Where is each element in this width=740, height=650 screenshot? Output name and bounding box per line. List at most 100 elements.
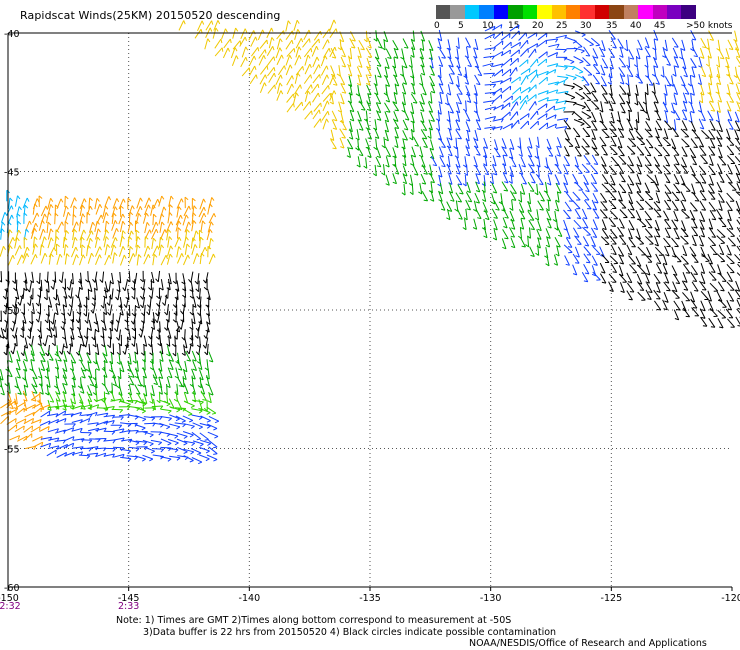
wind-barb [609,93,616,105]
scale-color-swatch [493,5,509,19]
wind-barb [176,206,180,218]
wind-barb-flag [692,243,697,247]
scale-label: 25 [556,21,568,31]
wind-barb [127,430,139,432]
wind-barb [527,32,538,39]
wind-barb [167,236,170,248]
wind-barb-flag [95,412,98,417]
wind-barb-flag [181,253,184,258]
wind-barb [384,111,390,122]
wind-barb [537,220,542,231]
wind-barb-flag [116,228,119,233]
wind-barb-flag [585,190,590,193]
wind-barb [654,174,659,186]
wind-barb-flag [17,392,22,395]
wind-barb [737,263,740,268]
wind-barb [483,164,490,175]
wind-barb-flag [450,199,455,202]
scale-color-swatch [464,5,480,19]
wind-barb-flag [444,102,449,106]
wind-barb [538,76,548,85]
wind-barb-flag [120,369,125,373]
wind-barb-flag [67,211,71,216]
wind-barb [40,436,52,440]
wind-barb [208,446,218,455]
wind-barb [366,57,371,69]
wind-barb-flag [189,460,194,463]
wind-barb [322,92,331,102]
wind-barb-flag [50,198,54,202]
wind-barb [128,374,135,386]
wind-barb [392,101,400,112]
wind-barb [392,118,400,129]
wind-barb-flag [711,236,716,238]
wind-barb [419,146,424,158]
wind-barb [119,271,122,284]
wind-barb-flag [447,172,452,175]
wind-barb [727,318,735,328]
wind-barb-flag [602,201,607,203]
wind-barb-flag [366,108,371,112]
wind-barb-flag [347,74,353,77]
scale-label: >50 knots [686,21,733,31]
wind-barb [103,420,115,424]
wind-barb-flag [43,296,48,301]
wind-barb-flag [374,136,380,139]
wind-barb [128,246,131,258]
wind-barb [681,120,688,131]
wind-barb [48,247,55,258]
wind-barb-flag [648,291,653,293]
wind-barb [582,174,589,185]
wind-barb-flag [161,221,165,226]
wind-barb [438,166,443,178]
wind-barb [662,299,668,311]
wind-barb [46,222,49,234]
wind-barb [48,305,50,317]
wind-barb-flag [17,195,21,200]
wind-barb [681,280,689,291]
wind-barb [420,129,428,140]
wind-barb [340,112,344,124]
wind-barb [192,230,197,242]
wind-barb [118,198,124,210]
wind-barb-flag [565,91,569,96]
wind-barb-flag [291,75,294,80]
wind-barb [584,199,592,210]
wind-barb-flag [54,312,59,316]
wind-barb [599,209,608,219]
wind-barb-flag [512,165,517,168]
wind-barb-flag [530,190,535,192]
wind-barb [304,110,312,120]
wind-barb-flag [473,56,478,59]
wind-barb [158,237,161,249]
wind-barb [23,417,34,425]
wind-barb [197,273,200,285]
wind-barb-flag [564,190,569,194]
wind-barb [293,20,298,31]
wind-barb [680,75,686,87]
wind-barb-flag [635,75,640,79]
wind-barb [16,350,21,362]
wind-barb [618,155,627,165]
wind-barb [267,66,275,77]
wind-barb [664,245,670,257]
wind-barb-flag [186,243,190,248]
wind-barb [340,93,345,105]
wind-barb [63,244,66,256]
wind-barb [206,321,210,333]
wind-barb-flag [709,119,714,121]
wind-barb [24,411,35,418]
wind-barb-flag [153,382,158,386]
wind-barb [144,446,155,452]
wind-barb-flag [72,436,75,441]
wind-barb [54,334,56,346]
wind-barb [466,164,468,176]
wind-barb [198,288,201,300]
wind-barb-flag [126,403,131,407]
wind-barb [103,406,115,409]
wind-barb-flag [155,312,159,317]
wind-barb-flag [674,65,679,68]
wind-barb-flag [438,101,443,105]
wind-barb [663,292,669,303]
wind-barb-flag [36,212,40,217]
